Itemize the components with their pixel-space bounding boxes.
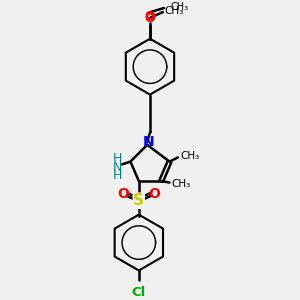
- Text: S: S: [133, 193, 144, 208]
- Text: O: O: [145, 12, 155, 25]
- Text: N: N: [143, 135, 154, 149]
- Text: N: N: [113, 161, 123, 174]
- Text: O: O: [148, 187, 160, 201]
- Text: CH₃: CH₃: [180, 151, 200, 161]
- Text: CH₃: CH₃: [170, 2, 188, 12]
- Text: H: H: [113, 152, 123, 165]
- Text: O: O: [118, 187, 129, 201]
- Text: O: O: [145, 11, 155, 23]
- Text: H: H: [113, 169, 123, 182]
- Text: CH₃: CH₃: [164, 6, 183, 16]
- Text: Cl: Cl: [132, 286, 146, 299]
- Text: CH₃: CH₃: [172, 179, 191, 189]
